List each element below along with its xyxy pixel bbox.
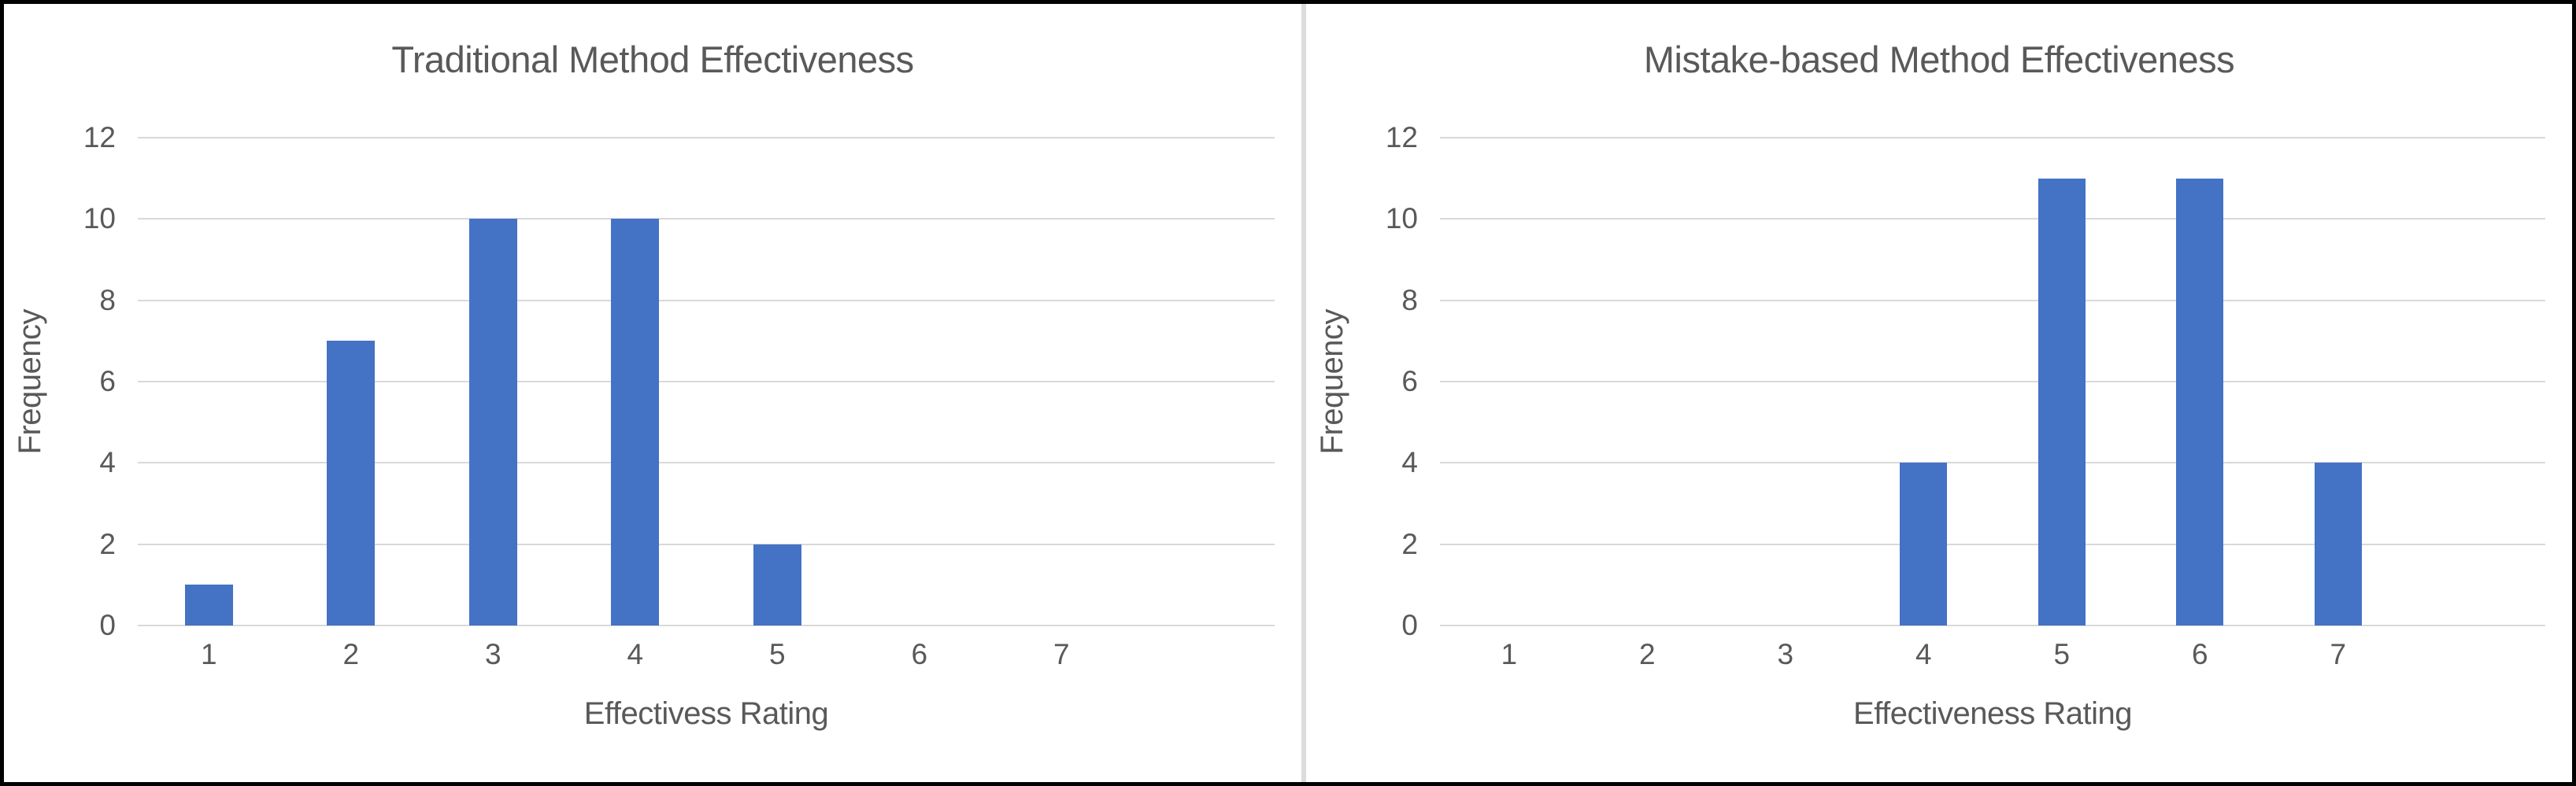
gridline-12 — [138, 137, 1275, 138]
x-tick-4: 4 — [627, 638, 644, 670]
bar-rating-4 — [611, 219, 659, 625]
bar-rating-7 — [2315, 463, 2362, 625]
gridline-6 — [138, 381, 1275, 382]
plot-area — [138, 137, 1275, 626]
gridline-4 — [1440, 462, 2545, 464]
bar-rating-5 — [2038, 179, 2086, 625]
gridline-8 — [1440, 299, 2545, 301]
bar-rating-6 — [2176, 179, 2223, 625]
gridline-10 — [138, 218, 1275, 220]
x-axis-title: Effectivess Rating — [583, 696, 829, 731]
y-tick-10: 10 — [83, 202, 116, 235]
x-tick-2: 2 — [342, 638, 360, 670]
y-tick-10: 10 — [1385, 202, 1418, 235]
bar-rating-4 — [1900, 463, 1947, 625]
y-tick-2: 2 — [99, 527, 116, 560]
y-tick-12: 12 — [1385, 121, 1418, 153]
bar-rating-3 — [469, 219, 517, 625]
panel-divider — [1301, 4, 1306, 782]
x-tick-3: 3 — [1777, 638, 1794, 670]
x-tick-1: 1 — [200, 638, 217, 670]
x-tick-1: 1 — [1501, 638, 1518, 670]
y-axis-title: Frequency — [4, 138, 56, 625]
x-tick-5: 5 — [2053, 638, 2071, 670]
gridline-8 — [138, 299, 1275, 301]
x-axis-tick-labels: 1 2 3 4 5 6 7 — [138, 625, 1275, 684]
chart-panel-traditional: Traditional Method Effectiveness Frequen… — [4, 4, 1301, 782]
y-tick-6: 6 — [1401, 365, 1418, 397]
gridline-2 — [138, 543, 1275, 545]
x-axis-tick-labels: 1 2 3 4 5 6 7 — [1440, 625, 2545, 684]
y-axis-title-text: Frequency — [1314, 308, 1349, 455]
plot-area — [1440, 137, 2545, 626]
x-tick-3: 3 — [484, 638, 502, 670]
x-tick-2: 2 — [1638, 638, 1656, 670]
y-axis-title-text: Frequency — [12, 308, 47, 455]
gridline-6 — [1440, 381, 2545, 382]
y-tick-0: 0 — [1401, 609, 1418, 641]
bar-rating-2 — [327, 341, 375, 625]
gridline-12 — [1440, 137, 2545, 138]
chart-title: Traditional Method Effectiveness — [391, 39, 914, 80]
y-tick-8: 8 — [99, 283, 116, 316]
gridline-0 — [1440, 625, 2545, 626]
x-axis-title: Effectiveness Rating — [1853, 696, 2132, 731]
y-tick-0: 0 — [99, 609, 116, 641]
x-tick-6: 6 — [911, 638, 928, 670]
gridline-4 — [138, 462, 1275, 464]
chart-title: Mistake-based Method Effectiveness — [1643, 39, 2235, 80]
gridline-2 — [1440, 543, 2545, 545]
gridline-0 — [138, 625, 1275, 626]
x-tick-7: 7 — [1053, 638, 1070, 670]
chart-panel-mistake-based: Mistake-based Method Effectiveness Frequ… — [1306, 4, 2572, 782]
x-tick-4: 4 — [1915, 638, 1932, 670]
y-tick-12: 12 — [83, 121, 116, 153]
y-axis-title: Frequency — [1306, 138, 1358, 625]
y-tick-4: 4 — [1401, 446, 1418, 479]
y-tick-6: 6 — [99, 365, 116, 397]
y-axis-tick-labels: 0 2 4 6 8 10 12 — [1358, 121, 1440, 641]
x-tick-6: 6 — [2191, 638, 2208, 670]
bar-rating-1 — [185, 585, 233, 625]
y-tick-8: 8 — [1401, 283, 1418, 316]
y-tick-2: 2 — [1401, 527, 1418, 560]
bar-rating-5 — [753, 544, 801, 625]
y-axis-tick-labels: 0 2 4 6 8 10 12 — [56, 121, 138, 641]
x-tick-7: 7 — [2330, 638, 2347, 670]
x-tick-5: 5 — [768, 638, 786, 670]
y-tick-4: 4 — [99, 446, 116, 479]
gridline-10 — [1440, 218, 2545, 220]
